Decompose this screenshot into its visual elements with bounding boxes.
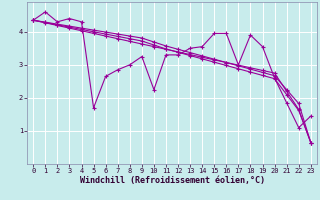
X-axis label: Windchill (Refroidissement éolien,°C): Windchill (Refroidissement éolien,°C) [79, 176, 265, 185]
